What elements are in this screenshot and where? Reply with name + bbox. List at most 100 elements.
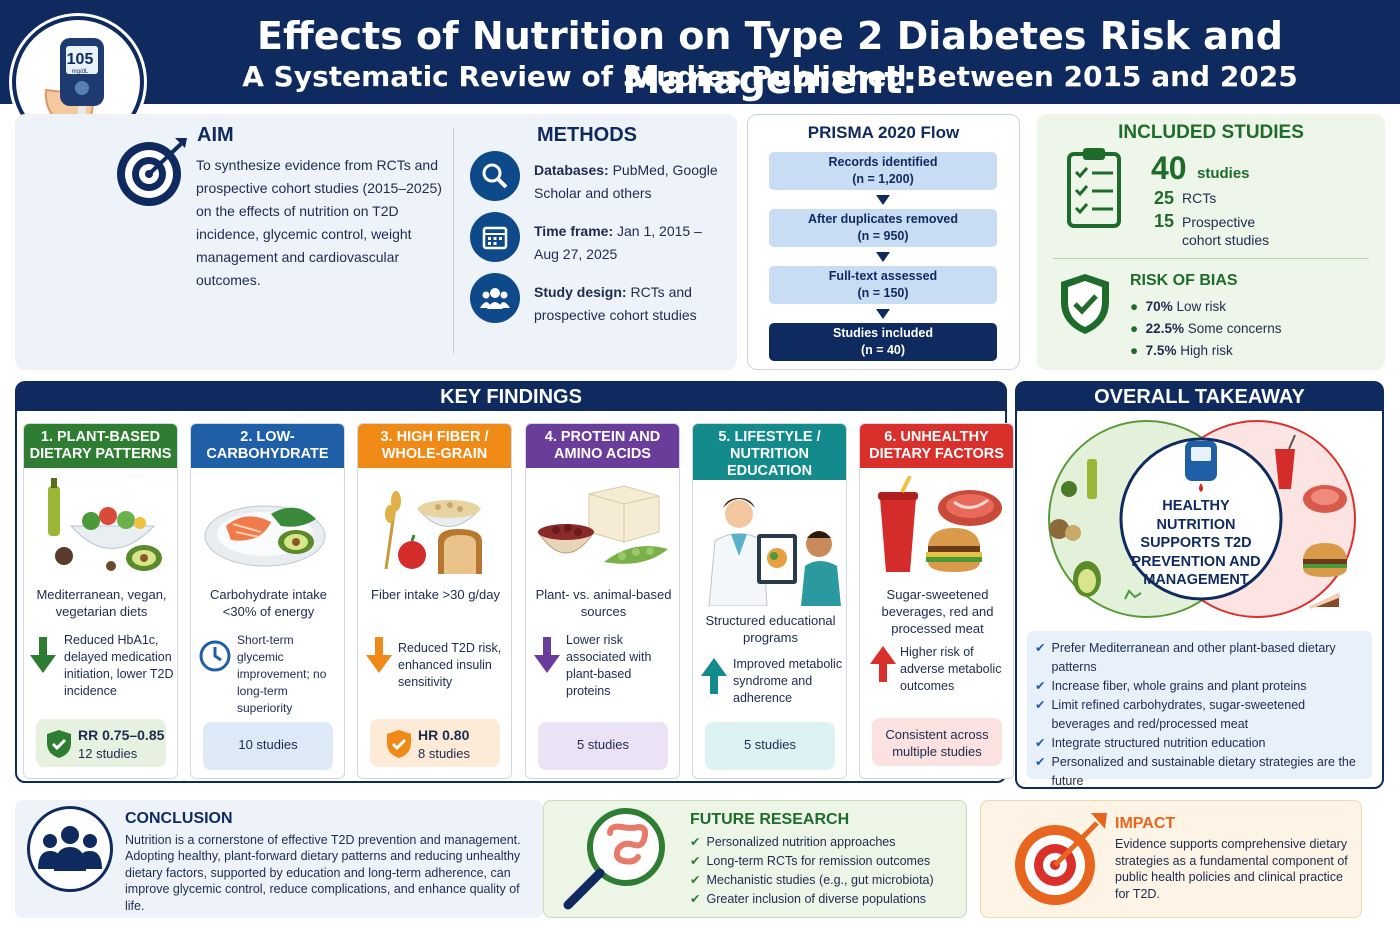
future-list: ✔ Personalized nutrition approaches ✔ Long… [690, 833, 960, 909]
finding-badge: HR 0.80 8 studies [370, 719, 500, 767]
finding-result: Lower risk associated with plant-based p… [566, 633, 652, 698]
arrow-down-icon [876, 309, 890, 319]
aim-text: To synthesize evidence from RCTs and pro… [196, 157, 442, 288]
impact-title: IMPACT [1115, 815, 1176, 832]
finding-description: Structured educational programs [705, 613, 836, 645]
prisma-step-fulltext: Full-text assessed (n = 150) [769, 266, 997, 304]
finding-description: Plant- vs. animal-based sources [535, 587, 672, 619]
finding-description: Mediterranean, vegan, vegetarian diets [36, 587, 167, 619]
venn-diagram [1048, 420, 1356, 618]
prisma-step-deduplicated: After duplicates removed (n = 950) [769, 209, 997, 247]
checklist-icon [1067, 148, 1121, 228]
finding-badge: RR 0.75–0.85 12 studies [36, 719, 166, 767]
unhealthy-food-icon [878, 476, 1002, 572]
prisma-step-identified: Records identified (n = 1,200) [769, 152, 997, 190]
search-icon [470, 151, 520, 201]
prisma-panel: PRISMA 2020 Flow Records identified (n = … [747, 114, 1020, 370]
finding-result: Improved metabolic syndrome and adherenc… [733, 657, 843, 705]
takeaway-title: OVERALL TAKEAWAY [1017, 383, 1382, 411]
target-icon [1015, 813, 1107, 905]
divider [1053, 258, 1369, 259]
shield-check-icon [47, 730, 71, 758]
methods-timeframe: Time frame: Jan 1, 2015 – Aug 27, 2025 [534, 223, 702, 262]
meter-unit: mg/dL [71, 69, 89, 75]
badge-effect: RR 0.75–0.85 [78, 727, 165, 743]
arrow-down-icon [366, 637, 392, 673]
cohort-count: 15 [1154, 211, 1175, 231]
methods-design: Study design: RCTs and prospective cohor… [534, 284, 697, 323]
finding-title: 5. LIFESTYLE / NUTRITION EDUCATION [693, 424, 846, 480]
shield-check-icon [1061, 274, 1109, 334]
finding-protein: 4. PROTEIN AND AMINO ACIDS Plant- vs. an… [525, 423, 680, 779]
risk-of-bias-title: RISK OF BIAS [1130, 272, 1238, 289]
total-studies-label: studies [1197, 165, 1250, 182]
conclusion-panel: CONCLUSION Nutrition is a cornerstone of… [15, 800, 543, 918]
finding-badge: 5 studies [538, 722, 668, 770]
finding-badge: Consistent across multiple studies [872, 718, 1002, 766]
key-findings-title: KEY FINDINGS [17, 383, 1005, 411]
nutrition-education-icon [708, 498, 841, 606]
list-item: ● 7.5% High risk [1130, 343, 1233, 358]
methods-databases: Databases: PubMed, Google Scholar and ot… [534, 162, 718, 201]
finding-result: Higher risk of adverse metabolic outcome… [900, 645, 1002, 693]
prisma-title: PRISMA 2020 Flow [807, 123, 960, 142]
finding-title: 2. LOW-CARBOHYDRATE [191, 424, 344, 468]
risk-of-bias-list: ● 70% Low risk ● 22.5% Some concerns ● 7… [1130, 296, 1282, 362]
methods-title: METHODS [537, 124, 637, 146]
arrow-down-icon [534, 637, 560, 673]
rct-count: 25 [1154, 188, 1175, 208]
finding-unhealthy: 6. UNHEALTHY DIETARY FACTORS Sugar-sweet… [859, 423, 1014, 779]
list-item: ✔ Prefer Mediterranean and other plant-ba… [1035, 641, 1336, 674]
list-item: ● 70% Low risk [1130, 299, 1226, 314]
finding-badge: 5 studies [705, 722, 835, 770]
list-item: ✔ Personalized and sustainable dietary st… [1035, 755, 1356, 788]
included-studies-panel: INCLUDED STUDIES 40 studies 25 RCTs 15 P… [1037, 114, 1385, 370]
list-item: ✔ Integrate structured nutrition educatio… [1035, 736, 1266, 750]
takeaway-bullets: ✔ Prefer Mediterranean and other plant-ba… [1027, 631, 1372, 788]
future-research-panel: FUTURE RESEARCH ✔ Personalized nutrition … [543, 800, 967, 918]
list-item: ✔ Increase fiber, whole grains and plant … [1035, 679, 1307, 693]
page-title: Effects of Nutrition on Type 2 Diabetes … [257, 14, 1283, 102]
arrow-up-icon [701, 658, 727, 694]
overall-takeaway-panel: OVERALL TAKEAWAY HEALTHY NUTRITION SUPPO… [1015, 381, 1384, 789]
rct-label: RCTs [1182, 190, 1217, 206]
whole-grain-icon [384, 491, 482, 574]
finding-result: Reduced T2D risk, enhanced insulin sensi… [398, 641, 502, 689]
clock-icon [199, 640, 231, 672]
calendar-icon [470, 212, 520, 262]
finding-plant-based: 1. PLANT-BASED DIETARY PATTERNS Mediterr… [23, 423, 178, 779]
list-item: ✔ Limit refined carbohydrates, sugar-swee… [1035, 698, 1306, 731]
future-title: FUTURE RESEARCH [690, 811, 850, 828]
cohort-label: Prospective cohort studies [1182, 214, 1270, 248]
salmon-plate-icon [204, 505, 326, 567]
finding-result: Reduced HbA1c, delayed medication initia… [64, 633, 174, 698]
finding-description: Fiber intake >30 g/day [371, 587, 500, 602]
finding-description: Sugar-sweetened beverages, red and proce… [881, 587, 994, 636]
arrow-down-icon [876, 195, 890, 205]
badge-count: 8 studies [418, 746, 471, 761]
finding-result: Short-term glycemic improvement; no long… [237, 633, 327, 715]
meter-reading: 105 [66, 51, 94, 68]
target-icon [117, 138, 187, 206]
divider [453, 128, 454, 354]
finding-title: 3. HIGH FIBER / WHOLE-GRAIN [358, 424, 511, 468]
conclusion-text: Nutrition is a cornerstone of effective … [125, 833, 521, 913]
aim-methods-panel: AIM To synthesize evidence from RCTs and… [15, 114, 737, 370]
list-item: ✔ Greater inclusion of diverse population… [690, 892, 927, 906]
list-item: ● 22.5% Some concerns [1130, 321, 1282, 336]
finding-high-fiber: 3. HIGH FIBER / WHOLE-GRAIN Fiber intake… [357, 423, 512, 779]
finding-title: 4. PROTEIN AND AMINO ACIDS [526, 424, 679, 468]
magnifier-gut-icon [563, 808, 665, 910]
total-studies: 40 [1151, 150, 1187, 186]
finding-low-carb: 2. LOW-CARBOHYDRATE Carbohydrate intake … [190, 423, 345, 779]
arrow-down-icon [30, 637, 56, 673]
impact-panel: IMPACT Evidence supports comprehensive d… [980, 800, 1362, 918]
impact-text: Evidence supports comprehensive dietary … [1115, 837, 1348, 901]
key-findings-panel: KEY FINDINGS 1. PLANT-BASED DIETARY PATT… [15, 381, 1014, 783]
takeaway-center-statement: HEALTHY NUTRITION SUPPORTS T2D PREVENTIO… [1131, 498, 1261, 588]
finding-badge: 10 studies [203, 722, 333, 770]
badge-count: 12 studies [78, 746, 138, 761]
finding-education: 5. LIFESTYLE / NUTRITION EDUCATION Struc… [692, 423, 847, 779]
finding-description: Carbohydrate intake <30% of energy [209, 587, 328, 619]
people-icon [470, 273, 520, 323]
